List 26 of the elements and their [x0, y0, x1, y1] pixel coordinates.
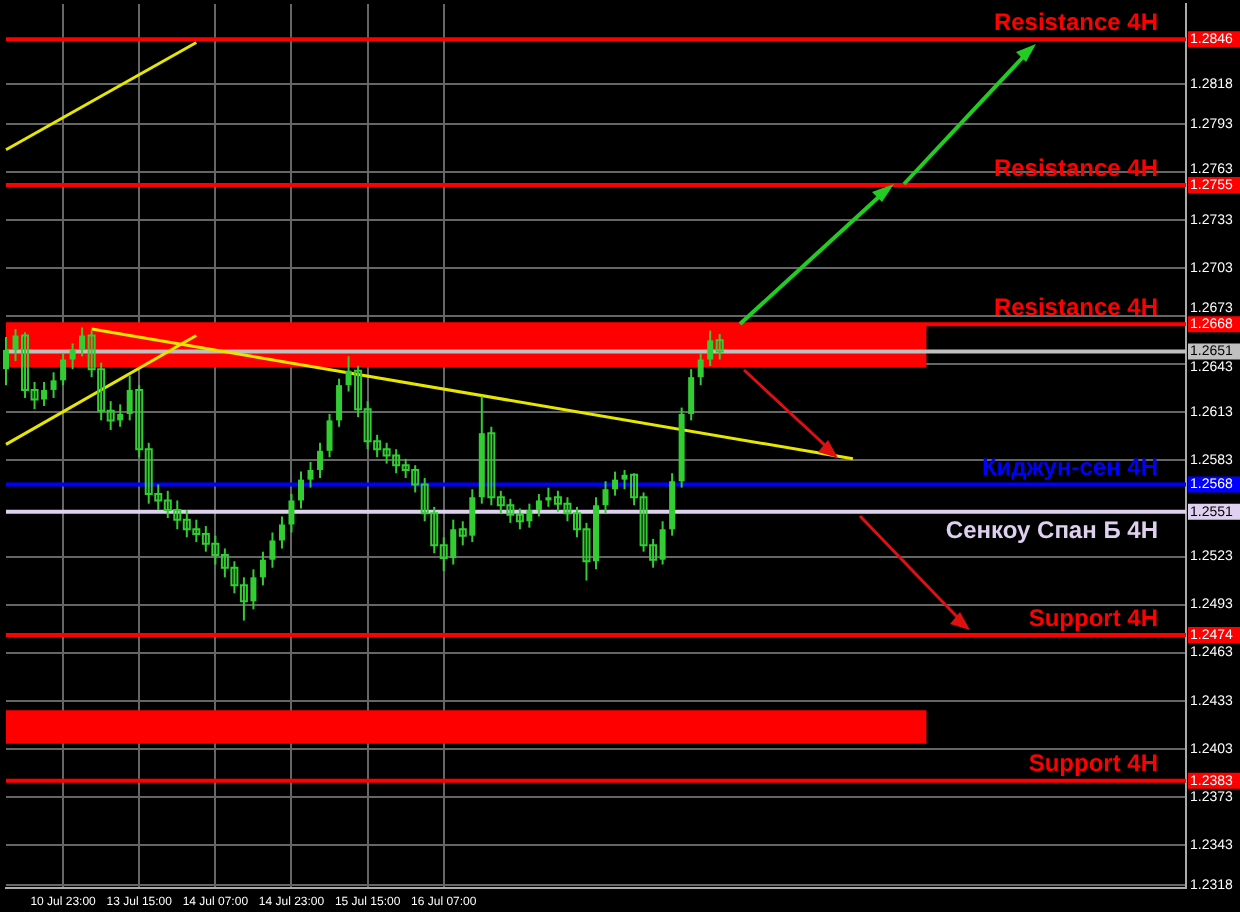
candlestick	[50, 371, 57, 399]
candlestick	[269, 531, 276, 569]
ref-line-label: Сенкоу Спан Б 4H	[945, 516, 1158, 545]
candlestick	[336, 377, 343, 428]
candlestick	[602, 480, 609, 515]
candlestick	[317, 441, 324, 480]
candlestick	[259, 550, 266, 587]
candlestick	[3, 336, 9, 387]
candlestick	[69, 342, 76, 371]
candlestick	[688, 368, 695, 422]
candlestick	[278, 515, 285, 550]
candlestick	[298, 470, 304, 510]
ref-line-label: Resistance 4H	[993, 153, 1158, 182]
ref-line-label: Support 4H	[1028, 749, 1158, 778]
candlestick	[288, 493, 295, 534]
candlestick	[697, 352, 704, 387]
ref-line-label: Resistance 4H	[993, 292, 1158, 321]
candlestick	[612, 470, 619, 497]
candlestick	[535, 493, 542, 518]
candlestick	[307, 461, 314, 489]
candlestick	[60, 352, 67, 387]
ref-line-label: Resistance 4H	[993, 7, 1158, 36]
ref-line-label: Киджун-сен 4H	[981, 453, 1158, 482]
ref-line-label: Support 4H	[1028, 603, 1158, 632]
candlestick	[326, 412, 333, 459]
candlestick	[715, 332, 724, 361]
